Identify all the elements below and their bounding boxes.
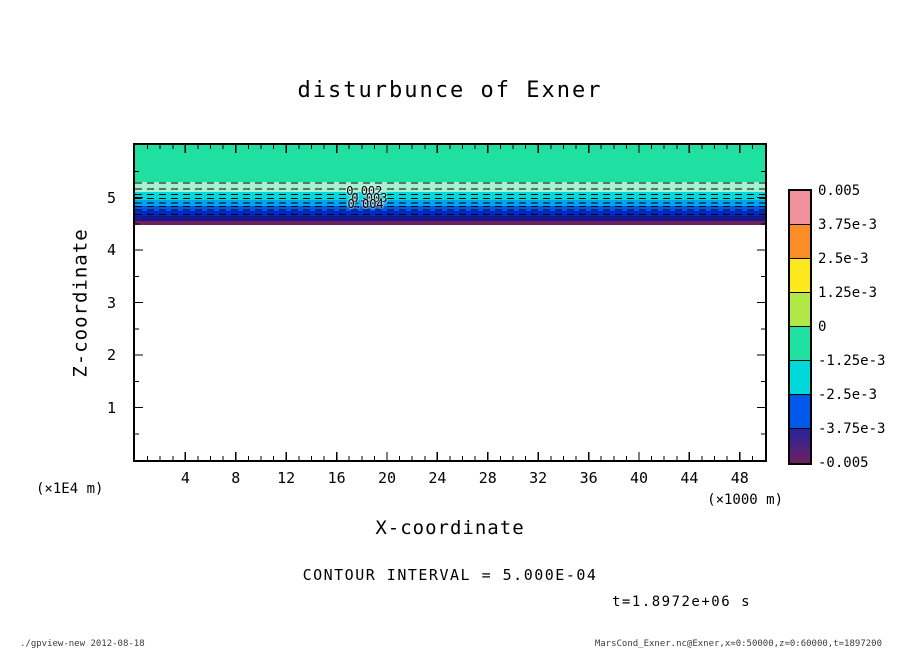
x-tick-label: 24 xyxy=(428,469,447,487)
contour-fill-band xyxy=(135,211,765,217)
y-tick-label: 4 xyxy=(106,241,116,259)
colorbar-cell xyxy=(790,293,810,327)
contour-label: 0.004 xyxy=(347,197,384,212)
colorbar-label: 0.005 xyxy=(818,183,861,199)
x-axis-unit: (×1000 m) xyxy=(707,492,783,508)
y-tick-label: 3 xyxy=(106,293,116,312)
axis-ticks-and-contour-lines xyxy=(135,145,765,460)
x-tick-label: 44 xyxy=(680,469,699,487)
footer-program-info: ./gpview-new 2012-08-18 xyxy=(20,639,145,649)
contour-fill-band xyxy=(135,216,765,222)
colorbar-cell xyxy=(790,395,810,429)
x-tick-label: 28 xyxy=(478,469,497,487)
time-annotation: t=1.8972e+06 s xyxy=(612,594,752,610)
x-axis-label: X-coordinate xyxy=(375,517,525,539)
contour-fill-band xyxy=(135,145,765,182)
x-tick-label: 12 xyxy=(277,469,296,487)
colorbar-cell xyxy=(790,259,810,293)
contour-label: 0.002 xyxy=(346,184,383,199)
x-tick-label: 48 xyxy=(730,469,749,487)
contour-fill-band xyxy=(135,205,765,212)
colorbar-label: 2.5e-3 xyxy=(818,251,869,267)
x-tick-label: 36 xyxy=(579,469,598,487)
contour-label-layer: 0.002 0.003 0.004 xyxy=(135,145,765,460)
colorbar-label: 0 xyxy=(818,319,827,335)
colorbar-cell xyxy=(790,327,810,361)
contour-fill-band xyxy=(135,192,765,201)
x-tick-label: 16 xyxy=(327,469,346,487)
x-tick-label: 40 xyxy=(629,469,649,487)
contour-fill-band xyxy=(135,181,765,193)
colorbar-label: -3.75e-3 xyxy=(818,421,886,437)
plot-title: disturbunce of Exner xyxy=(297,78,603,103)
plot-area: 0.002 0.003 0.004 xyxy=(133,143,767,462)
x-tick-label: 8 xyxy=(231,469,241,487)
colorbar-label: -0.005 xyxy=(818,455,869,471)
x-tick-label: 20 xyxy=(377,469,397,487)
colorbar-cell xyxy=(790,225,810,259)
y-tick-label: 2 xyxy=(106,346,116,364)
x-tick-label: 32 xyxy=(529,469,548,487)
contour-label: 0.003 xyxy=(351,190,388,205)
contour-fill-band xyxy=(135,221,765,226)
y-tick-label: 5 xyxy=(106,188,116,207)
x-tick-label: 4 xyxy=(180,469,190,487)
colorbar-label: 3.75e-3 xyxy=(818,217,878,233)
colorbar-cell xyxy=(790,429,810,463)
y-tick-label: 1 xyxy=(106,398,116,417)
footer-file-info: MarsCond_Exner.nc@Exner,x=0:50000,z=0:60… xyxy=(594,639,882,649)
colorbar xyxy=(788,189,812,465)
y-axis-unit: (×1E4 m) xyxy=(36,481,104,497)
colorbar-cell xyxy=(790,361,810,395)
contour-interval-note: CONTOUR INTERVAL = 5.000E-04 xyxy=(302,566,598,584)
colorbar-label: -2.5e-3 xyxy=(818,387,878,403)
colorbar-label: -1.25e-3 xyxy=(818,353,886,369)
colorbar-cell xyxy=(790,191,810,225)
colorbar-label: 1.25e-3 xyxy=(818,285,878,301)
